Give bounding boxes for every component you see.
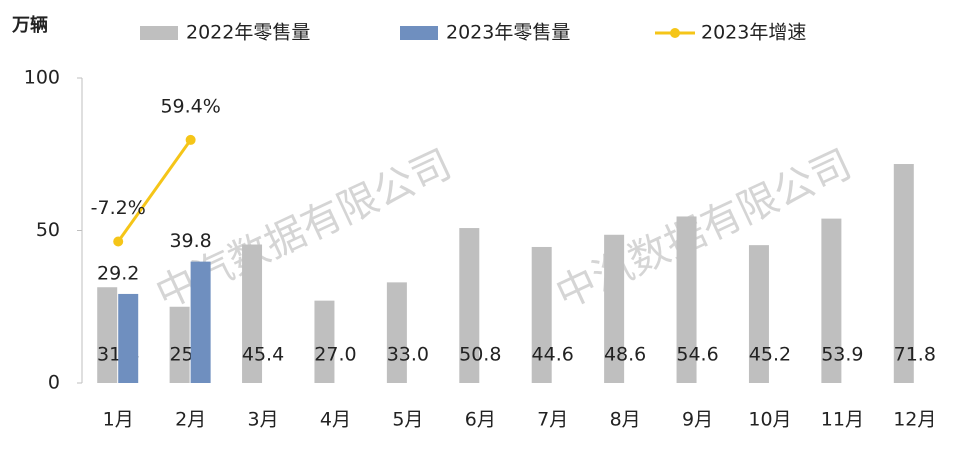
y-tick-label: 50: [36, 219, 60, 241]
growth-point: [113, 236, 124, 247]
bar: [604, 234, 625, 383]
y-tick-label: 0: [48, 372, 60, 394]
bar: [97, 287, 118, 383]
unit-label: 万辆: [11, 14, 48, 36]
x-tick-label: 4月: [320, 409, 351, 431]
data-label: 27.0: [314, 344, 356, 366]
bar: [118, 293, 139, 383]
data-label: 39.8: [169, 230, 211, 252]
x-tick-label: 9月: [682, 409, 713, 431]
x-tick-label: 11月: [821, 409, 864, 431]
bar: [893, 164, 914, 383]
bar: [386, 282, 407, 383]
data-label: 44.6: [532, 344, 574, 366]
bar: [748, 245, 769, 383]
legend-swatch: [400, 26, 438, 40]
bar: [531, 246, 552, 383]
data-label: -7.2%: [91, 197, 146, 219]
x-tick-label: 6月: [465, 409, 496, 431]
legend-swatch: [140, 26, 178, 40]
bar: [314, 300, 335, 383]
bar: [459, 228, 480, 383]
data-label: 45.4: [242, 344, 284, 366]
data-label: 33.0: [387, 344, 429, 366]
legend-label: 2023年零售量: [446, 22, 570, 44]
growth-point: [185, 134, 196, 145]
x-tick-label: 2月: [175, 409, 206, 431]
data-label: 54.6: [676, 344, 718, 366]
data-label: 53.9: [821, 344, 863, 366]
legend-label: 2022年零售量: [186, 22, 310, 44]
bar: [190, 261, 211, 383]
x-tick-label: 10月: [748, 409, 791, 431]
legend-label: 2023年增速: [701, 22, 806, 44]
data-label: 45.2: [749, 344, 791, 366]
data-label: 48.6: [604, 344, 646, 366]
bar: [169, 306, 190, 383]
data-label: 59.4%: [160, 95, 220, 117]
y-tick-label: 100: [24, 67, 60, 89]
x-tick-label: 12月: [893, 409, 936, 431]
x-tick-label: 7月: [537, 409, 568, 431]
x-tick-label: 1月: [103, 409, 134, 431]
legend-dot: [670, 28, 680, 38]
growth-line: [116, 139, 192, 243]
x-tick-label: 5月: [392, 409, 423, 431]
bar: [676, 216, 697, 383]
data-label: 71.8: [894, 344, 936, 366]
bar: [242, 244, 263, 383]
x-tick-label: 3月: [247, 409, 278, 431]
watermark: 中汽数据有限公司: [549, 141, 858, 318]
bar: [821, 218, 842, 383]
data-label: 50.8: [459, 344, 501, 366]
x-tick-label: 8月: [610, 409, 641, 431]
data-label: 29.2: [97, 262, 139, 284]
